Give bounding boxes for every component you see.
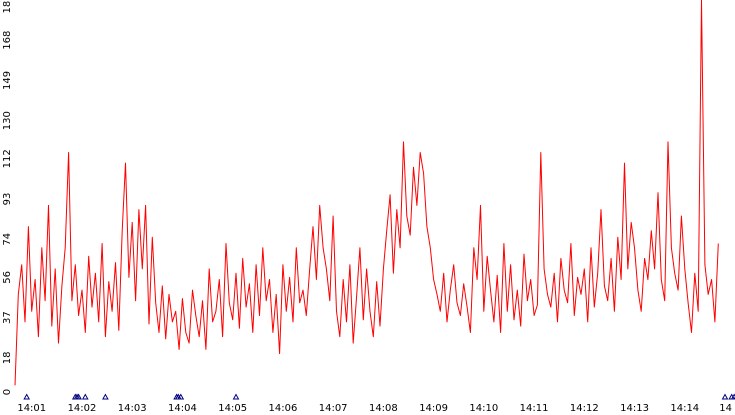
- x-tick-label: 14:14: [670, 403, 699, 414]
- x-axis-labels: 14:01 14:02 14:03 14:04 14:05 14:06 14:07 14:08…: [17, 403, 732, 414]
- y-axis-labels: 0 18 37 56 74 93 112 130 149 168 187: [2, 0, 13, 395]
- y-tick-label: 93: [2, 193, 13, 206]
- y-tick-label: 0: [2, 389, 13, 395]
- event-marker: [177, 393, 185, 400]
- event-marker: [75, 393, 82, 400]
- event-marker: [102, 393, 109, 400]
- y-tick-label: 187: [2, 0, 13, 14]
- x-tick-label: 14:10: [469, 403, 498, 414]
- x-tick-label: 14: [719, 403, 732, 414]
- x-tick-label: 14:12: [570, 403, 599, 414]
- event-markers: [23, 393, 735, 400]
- x-tick-label: 14:01: [17, 403, 46, 414]
- series-polyline: [14, 0, 719, 386]
- x-tick-label: 14:13: [620, 403, 649, 414]
- y-tick-label: 112: [2, 149, 13, 168]
- y-tick-label: 149: [2, 71, 13, 90]
- x-tick-label: 14:05: [218, 403, 247, 414]
- x-tick-label: 14:09: [419, 403, 448, 414]
- y-tick-label: 130: [2, 111, 13, 130]
- x-tick-label: 14:02: [68, 403, 97, 414]
- x-tick-label: 14:07: [319, 403, 348, 414]
- x-tick-label: 14:11: [520, 403, 549, 414]
- event-marker: [721, 393, 729, 400]
- x-tick-label: 14:04: [168, 403, 197, 414]
- event-marker: [81, 393, 89, 400]
- y-tick-label: 18: [2, 352, 13, 365]
- y-tick-label: 37: [2, 311, 13, 324]
- x-tick-label: 14:03: [118, 403, 147, 414]
- y-tick-label: 74: [2, 233, 13, 246]
- event-marker: [23, 393, 31, 400]
- x-tick-label: 14:08: [369, 403, 398, 414]
- series-line: [14, 0, 719, 386]
- y-tick-label: 56: [2, 271, 13, 284]
- x-tick-label: 14:06: [268, 403, 297, 414]
- event-marker: [232, 393, 240, 400]
- y-tick-label: 168: [2, 31, 13, 50]
